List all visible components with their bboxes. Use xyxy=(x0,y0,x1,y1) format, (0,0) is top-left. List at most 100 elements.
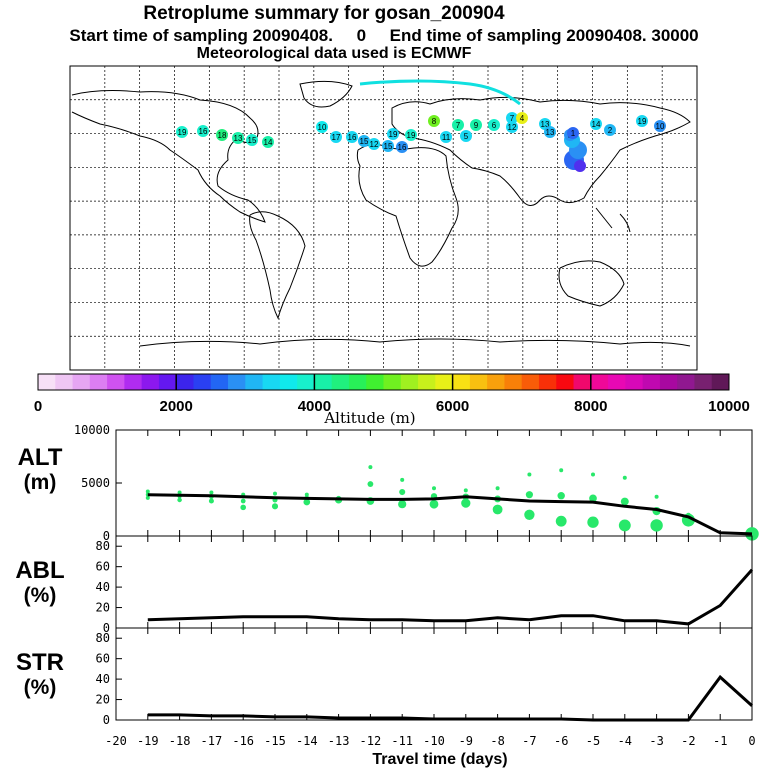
x-tick-label: -9 xyxy=(459,734,473,748)
map-point-marker xyxy=(428,115,440,127)
colorbar-tick-label: 8000 xyxy=(574,398,607,415)
map-point: 11 xyxy=(440,131,452,143)
map-point-marker xyxy=(346,131,358,143)
map-point-marker xyxy=(636,115,648,127)
colorbar-swatch xyxy=(625,374,644,390)
map-point: 2 xyxy=(604,124,616,136)
colorbar-swatch xyxy=(262,374,281,390)
alt-scatter-point xyxy=(368,465,373,470)
colorbar-swatch xyxy=(245,374,264,390)
y-tick-label: 0 xyxy=(103,621,110,635)
alt-scatter-point xyxy=(618,519,631,532)
map-point-marker xyxy=(246,134,258,146)
map-point: 6 xyxy=(488,119,500,131)
map-point: 5 xyxy=(460,130,472,142)
map-point-label: 12 xyxy=(370,140,379,149)
colorbar-swatch xyxy=(89,374,108,390)
x-tick-label: -10 xyxy=(423,734,445,748)
map-point-label: 1 xyxy=(571,129,576,138)
str-panel-frame xyxy=(115,627,753,721)
map-point-label: 15 xyxy=(360,137,369,146)
colorbar-swatch xyxy=(279,374,298,390)
map-point-marker xyxy=(488,119,500,131)
x-tick-label: -20 xyxy=(105,734,127,748)
alt-scatter-point xyxy=(271,503,279,510)
y-tick-label: 40 xyxy=(96,672,110,686)
alt-scatter-point xyxy=(432,486,436,491)
y-tick-label: 10000 xyxy=(74,423,110,437)
map-point: 10 xyxy=(654,120,666,132)
alt-scatter-point xyxy=(177,490,182,495)
y-tick-label: 5000 xyxy=(81,476,110,490)
map-point-label: 15 xyxy=(384,142,393,151)
colorbar-swatch xyxy=(469,374,488,390)
series-line-alt xyxy=(147,493,753,536)
colorbar-swatch xyxy=(72,374,91,390)
x-axis: -20 -19 -18 -17 -16 -15 -14 -13 -12 -11 -10 -9 -8 -7-… xyxy=(105,734,755,748)
colorbar-swatch xyxy=(176,374,194,390)
map-point-label: 10 xyxy=(318,123,327,132)
str-panel: STR(%) 80 60 40 20 0 xyxy=(16,627,754,727)
alt-scatter-point xyxy=(400,477,405,482)
map-point-label: 6 xyxy=(492,121,497,130)
y-tick-label: 80 xyxy=(96,631,110,645)
map-point: 18 xyxy=(216,129,228,141)
map-point-marker xyxy=(590,118,602,130)
alt-scatter-point xyxy=(622,475,627,480)
map-point-marker xyxy=(604,124,616,136)
colorbar-tick-label: 0 xyxy=(34,398,42,415)
colorbar-swatch xyxy=(418,374,436,390)
colorbar-swatch xyxy=(521,374,540,390)
y-tick-label: 40 xyxy=(96,580,110,594)
map-point-label: 13 xyxy=(546,128,555,137)
y-tick-label: 20 xyxy=(96,601,110,615)
colorbar-swatch xyxy=(228,374,246,390)
colorbar-swatch xyxy=(297,374,315,390)
colorbar-swatch xyxy=(383,374,402,390)
map-point: 13 xyxy=(544,126,556,138)
colorbar-swatch xyxy=(124,374,143,390)
alt-scatter-point xyxy=(589,494,597,503)
map-point-label: 13 xyxy=(234,134,243,143)
x-tick-label: -12 xyxy=(360,734,382,748)
map-point: 10 xyxy=(316,121,328,133)
map-point-marker xyxy=(232,132,244,144)
map-point: 16 xyxy=(197,125,209,137)
map-point-label: 10 xyxy=(656,122,665,131)
chart-title: Retroplume summary for gosan_200904 xyxy=(143,3,505,24)
x-tick-label: -11 xyxy=(391,734,413,748)
x-axis-label: Travel time (days) xyxy=(372,751,507,768)
colorbar-swatch xyxy=(435,374,454,390)
alt-scatter-point xyxy=(429,499,439,509)
map-point-label: 13 xyxy=(541,120,550,129)
x-tick-label: -7 xyxy=(522,734,536,748)
colorbar-tick-label: 4000 xyxy=(298,398,331,415)
alt-scatter-point xyxy=(555,515,567,527)
map-point-label: 7 xyxy=(510,114,515,123)
y-tick-label: 60 xyxy=(96,560,110,574)
alt-scatter-point xyxy=(399,488,406,496)
colorbar-swatch xyxy=(141,374,160,390)
alt-scatter-point xyxy=(587,516,599,528)
alt-scatter-point xyxy=(240,498,246,504)
map-point: 14 xyxy=(590,118,602,130)
map-point: 1 xyxy=(567,127,579,139)
map-point-label: 18 xyxy=(218,131,227,140)
map-point-label: 19 xyxy=(178,128,187,137)
y-tick-label: 60 xyxy=(96,652,110,666)
colorbar-frame xyxy=(37,373,730,391)
map-point-label: 14 xyxy=(592,120,601,129)
map-point-marker xyxy=(654,120,666,132)
y-axis-label: (m) xyxy=(24,471,57,494)
x-tick-label: -1 xyxy=(713,734,727,748)
map-point-label: 12 xyxy=(508,123,517,132)
colorbar-swatch xyxy=(711,374,730,390)
colorbar-swatch xyxy=(504,374,523,390)
alt-scatter-point xyxy=(240,504,246,511)
colorbar-swatch xyxy=(608,374,626,390)
map-point-label: 16 xyxy=(348,133,357,142)
x-tick-label: -19 xyxy=(137,734,159,748)
map-point: 12 xyxy=(506,121,518,133)
colorbar-swatch xyxy=(642,374,661,390)
